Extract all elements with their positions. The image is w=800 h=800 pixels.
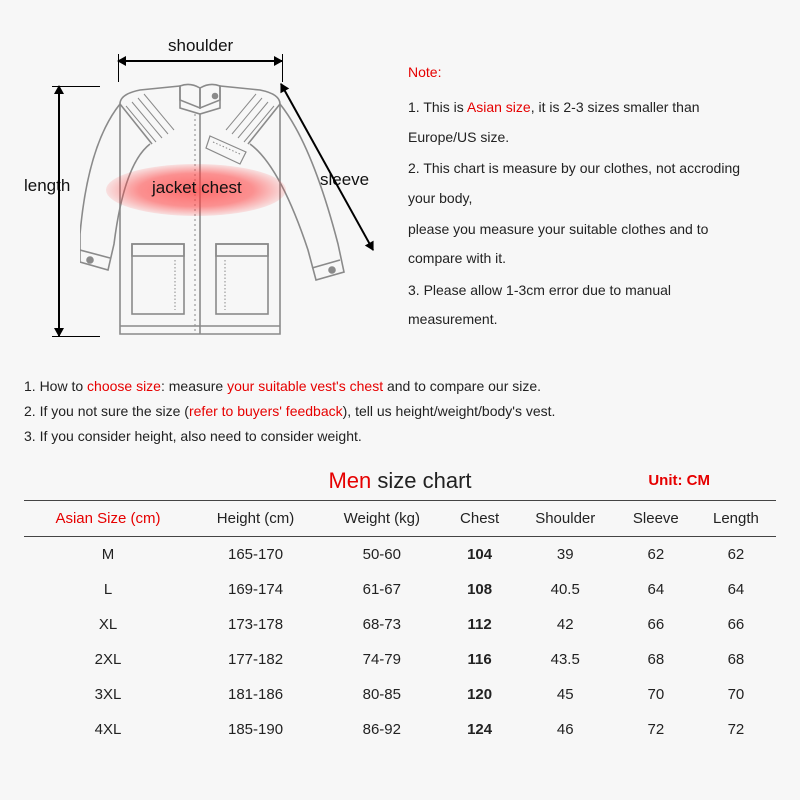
instructions-block: 1. How to choose size: measure your suit… — [0, 368, 800, 460]
table-cell: 50-60 — [319, 536, 444, 572]
table-header-cell: Chest — [445, 500, 515, 536]
instruction-line: 2. If you not sure the size (refer to bu… — [24, 399, 776, 424]
table-cell: 64 — [696, 572, 776, 607]
table-cell: 4XL — [24, 712, 192, 747]
table-cell: 72 — [616, 712, 696, 747]
table-cell: 40.5 — [515, 572, 616, 607]
top-region: shoulder length sleeve — [0, 0, 800, 368]
table-cell: 181-186 — [192, 677, 319, 712]
table-header-cell: Length — [696, 500, 776, 536]
table-cell: 169-174 — [192, 572, 319, 607]
table-cell: 86-92 — [319, 712, 444, 747]
table-header-cell: Sleeve — [616, 500, 696, 536]
table-cell: 62 — [616, 536, 696, 572]
note-line: please you measure your suitable clothes… — [408, 215, 764, 274]
table-cell: 62 — [696, 536, 776, 572]
table-cell: XL — [24, 607, 192, 642]
label-length: length — [24, 176, 70, 196]
table-cell: 70 — [696, 677, 776, 712]
table-cell: 74-79 — [319, 642, 444, 677]
note-header: Note: — [408, 58, 764, 87]
table-cell: 120 — [445, 677, 515, 712]
table-cell: 80-85 — [319, 677, 444, 712]
table-cell: 64 — [616, 572, 696, 607]
table-cell: M — [24, 536, 192, 572]
chart-title: Men size chart Unit: CM — [0, 460, 800, 500]
unit-label: Unit: CM — [648, 472, 710, 489]
table-row: 3XL181-18680-85120457070 — [24, 677, 776, 712]
table-cell: 70 — [616, 677, 696, 712]
table-header-row: Asian Size (cm)Height (cm)Weight (kg)Che… — [24, 500, 776, 536]
table-cell: 2XL — [24, 642, 192, 677]
table-row: M165-17050-60104396262 — [24, 536, 776, 572]
arrow-shoulder — [118, 60, 282, 62]
table-cell: 108 — [445, 572, 515, 607]
table-cell: 112 — [445, 607, 515, 642]
arrow-length — [58, 86, 60, 336]
table-row: 4XL185-19086-92124467272 — [24, 712, 776, 747]
table-cell: 173-178 — [192, 607, 319, 642]
table-cell: 72 — [696, 712, 776, 747]
table-header-cell: Asian Size (cm) — [24, 500, 192, 536]
table-row: XL173-17868-73112426666 — [24, 607, 776, 642]
table-cell: 68 — [696, 642, 776, 677]
table-cell: 185-190 — [192, 712, 319, 747]
table-cell: 177-182 — [192, 642, 319, 677]
table-cell: 43.5 — [515, 642, 616, 677]
table-row: 2XL177-18274-7911643.56868 — [24, 642, 776, 677]
table-header-cell: Weight (kg) — [319, 500, 444, 536]
instruction-line: 3. If you consider height, also need to … — [24, 424, 776, 449]
table-header-cell: Height (cm) — [192, 500, 319, 536]
note-line: 1. This is Asian size, it is 2-3 sizes s… — [408, 93, 764, 152]
table-cell: 165-170 — [192, 536, 319, 572]
table-cell: 46 — [515, 712, 616, 747]
table-header-cell: Shoulder — [515, 500, 616, 536]
label-chest: jacket chest — [152, 178, 242, 198]
table-cell: 3XL — [24, 677, 192, 712]
notes-block: Note: 1. This is Asian size, it is 2-3 s… — [388, 18, 764, 358]
table-cell: 116 — [445, 642, 515, 677]
table-cell: 68-73 — [319, 607, 444, 642]
table-cell: 61-67 — [319, 572, 444, 607]
table-cell: 39 — [515, 536, 616, 572]
jacket-diagram: shoulder length sleeve — [18, 18, 388, 358]
table-cell: 45 — [515, 677, 616, 712]
label-shoulder: shoulder — [168, 36, 233, 56]
table-cell: L — [24, 572, 192, 607]
note-line: 2. This chart is measure by our clothes,… — [408, 154, 764, 213]
table-row: L169-17461-6710840.56464 — [24, 572, 776, 607]
instruction-line: 1. How to choose size: measure your suit… — [24, 374, 776, 399]
table-cell: 68 — [616, 642, 696, 677]
table-cell: 66 — [616, 607, 696, 642]
size-chart-table: Asian Size (cm)Height (cm)Weight (kg)Che… — [24, 500, 776, 747]
table-cell: 66 — [696, 607, 776, 642]
note-line: 3. Please allow 1-3cm error due to manua… — [408, 276, 764, 335]
table-cell: 42 — [515, 607, 616, 642]
table-cell: 124 — [445, 712, 515, 747]
table-cell: 104 — [445, 536, 515, 572]
